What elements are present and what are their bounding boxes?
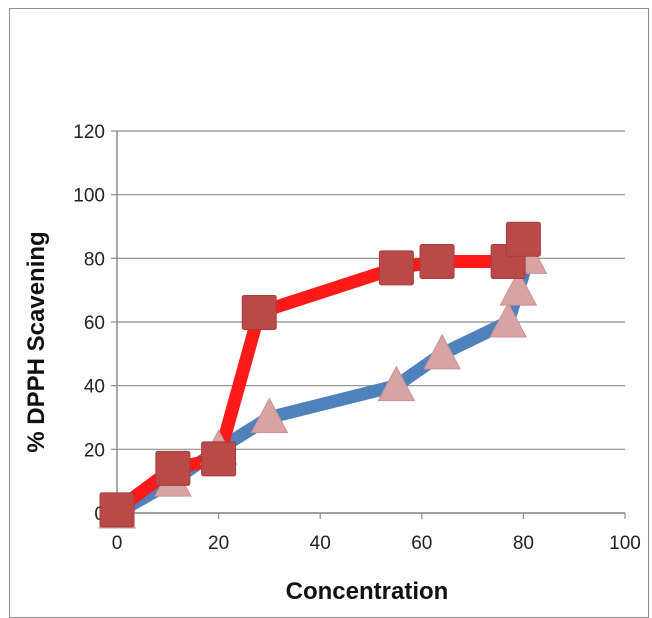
y-tick-label: 60 (84, 313, 105, 334)
series-markers (98, 221, 548, 529)
x-tick-label: 20 (208, 533, 229, 554)
x-tick-label: 0 (112, 533, 123, 554)
series-1-point (99, 492, 135, 528)
x-tick-labels: 0 20 40 60 80 100 (112, 533, 641, 554)
y-axis-title: % DPPH Scavening (23, 231, 50, 452)
x-tick-label: 40 (310, 533, 331, 554)
y-tick-label: 40 (84, 377, 105, 398)
series-2-point (499, 270, 538, 306)
series-2-point (377, 365, 416, 402)
series-2-point (489, 301, 527, 338)
y-tick-label: 80 (84, 249, 105, 270)
y-tick-label: 100 (73, 186, 105, 207)
series-1-point (155, 450, 191, 486)
series-2-point (423, 333, 461, 370)
y-tick-label: 120 (73, 122, 105, 143)
series-1-point (419, 244, 455, 280)
y-tick-label: 20 (84, 440, 105, 461)
series-1-point (201, 441, 237, 477)
x-tick-label: 60 (411, 533, 432, 554)
series-1-point (241, 294, 277, 330)
series-1-point (378, 250, 414, 286)
y-tick-labels: 020406080100120 (73, 122, 105, 525)
series-1-point (505, 221, 541, 257)
series-2-point (250, 397, 289, 433)
x-tick-label: 100 (609, 533, 641, 554)
x-tick-label: 80 (513, 533, 534, 554)
x-axis-title: Concentration (286, 578, 449, 605)
